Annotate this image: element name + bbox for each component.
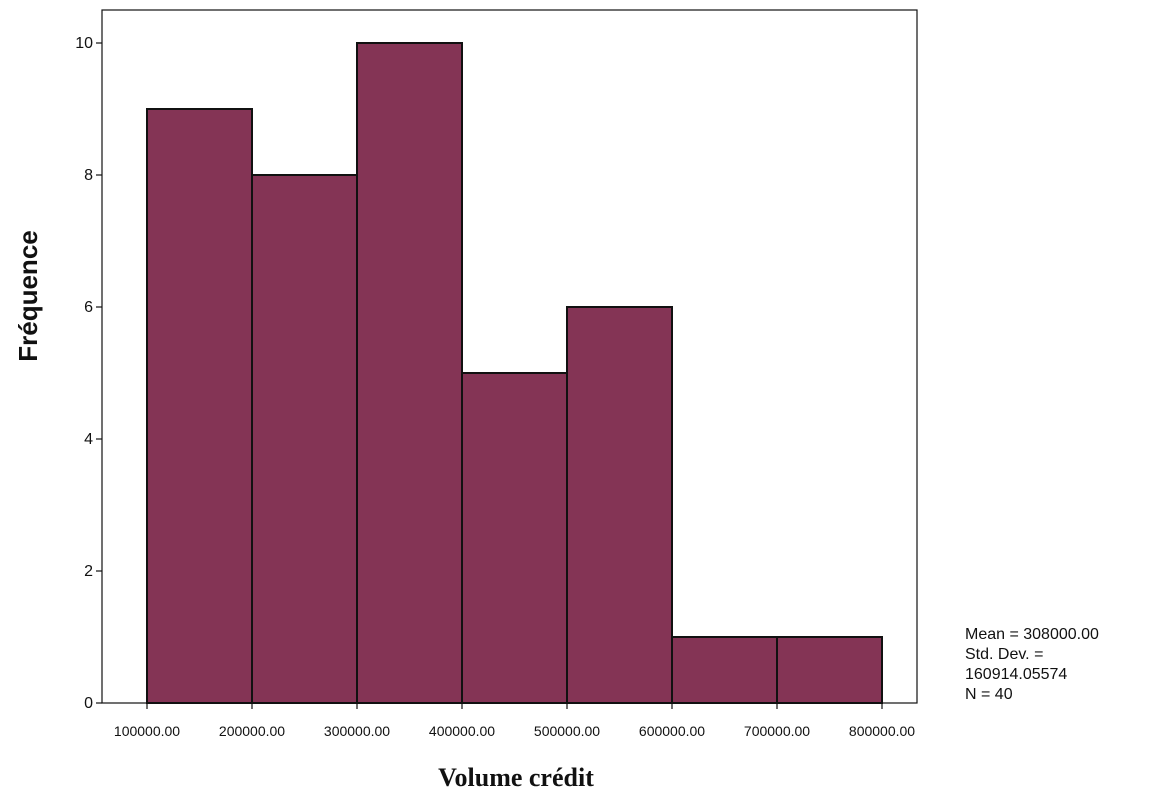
y-tick-label: 6 — [84, 299, 93, 316]
histogram-bar — [356, 42, 463, 704]
y-tick-label: 0 — [84, 695, 93, 712]
bars-layer — [146, 42, 883, 704]
y-axis-label: Fréquence — [13, 230, 43, 362]
stats-std-dev-value: 160914.05574 — [965, 666, 1068, 683]
histogram-bar — [776, 636, 883, 704]
x-tick-label: 400000.00 — [429, 723, 495, 739]
x-tick-label: 500000.00 — [534, 723, 600, 739]
y-tick-label: 4 — [84, 431, 93, 448]
x-tick-label: 300000.00 — [324, 723, 390, 739]
x-tick-label: 100000.00 — [114, 723, 180, 739]
x-tick-label: 600000.00 — [639, 723, 705, 739]
axes-layer: 0 2 4 6 8 10 100000.00 200000.00 300000.00 400000… — [75, 35, 915, 739]
stats-mean: Mean = 308000.00 — [965, 626, 1099, 643]
stats-std-dev-label: Std. Dev. = — [965, 646, 1044, 663]
histogram-bar — [566, 306, 673, 704]
y-tick-label: 2 — [84, 563, 93, 580]
x-axis-label: Volume crédit — [438, 763, 594, 792]
x-tick-label: 700000.00 — [744, 723, 810, 739]
x-tick-label: 200000.00 — [219, 723, 285, 739]
y-tick-label: 8 — [84, 167, 93, 184]
histogram-bar — [146, 108, 253, 704]
histogram-bar — [461, 372, 568, 704]
histogram-bar — [671, 636, 778, 704]
stats-box: Mean = 308000.00 Std. Dev. = 160914.0557… — [965, 625, 1099, 705]
x-tick-label: 800000.00 — [849, 723, 915, 739]
histogram-bar — [251, 174, 358, 704]
stats-n: N = 40 — [965, 686, 1013, 703]
y-tick-label: 10 — [75, 35, 93, 52]
